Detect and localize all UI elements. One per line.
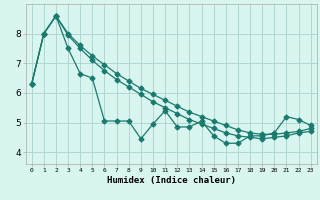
X-axis label: Humidex (Indice chaleur): Humidex (Indice chaleur) [107, 176, 236, 185]
